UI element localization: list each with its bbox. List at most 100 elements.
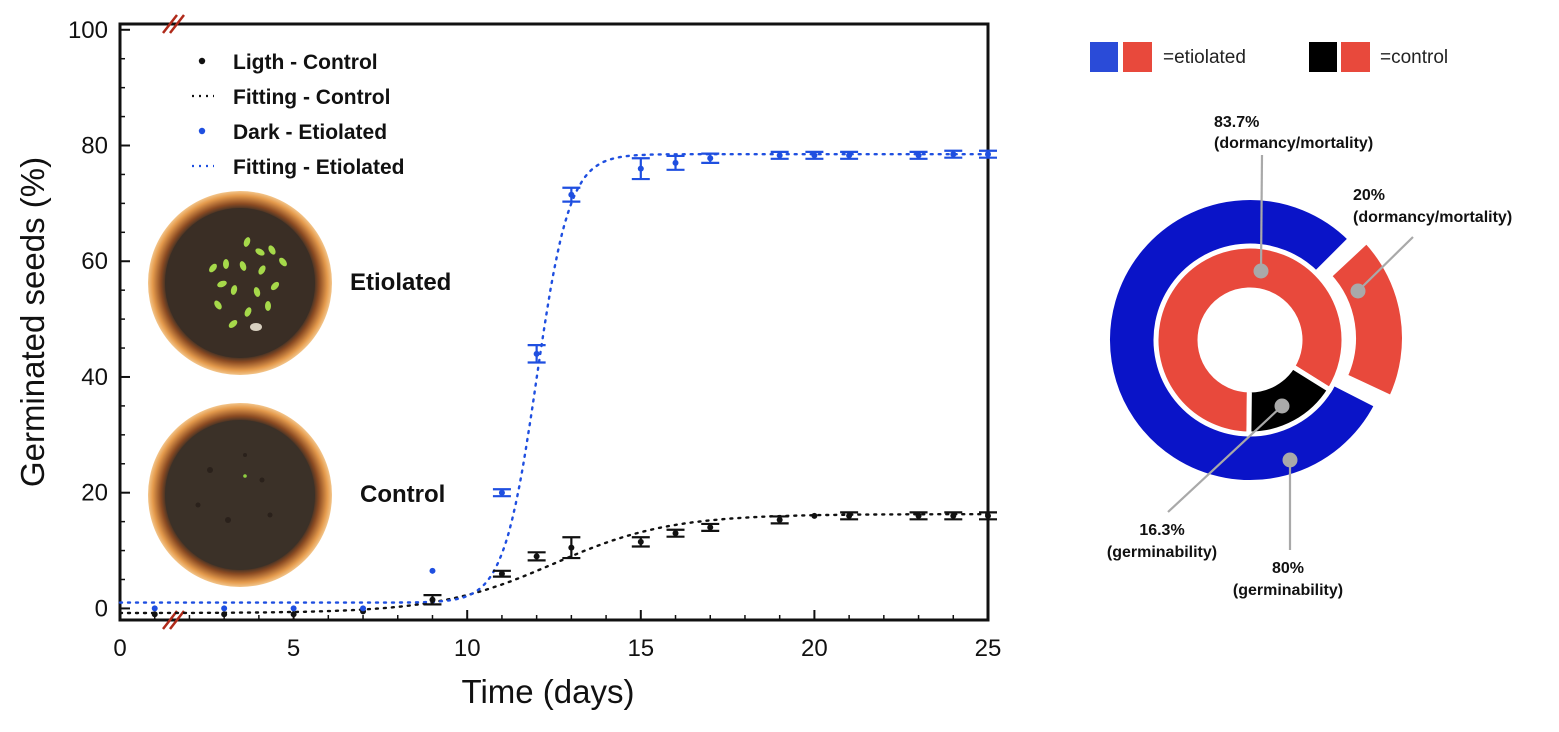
leader-16-3-dot (1274, 398, 1290, 414)
data-point-control (429, 596, 436, 603)
data-points (151, 149, 997, 618)
growth-chart: 0 5 10 15 20 25 0 20 40 60 80 100 Time (days) Germ… (14, 14, 1001, 710)
leader-80-dot (1282, 452, 1298, 468)
data-point-control (568, 544, 575, 551)
donut-legend: =etiolated =control (1090, 42, 1448, 72)
data-point-etiolated (429, 567, 436, 574)
label-20: 20% (dormancy/mortality) (1353, 187, 1512, 226)
data-point-control (290, 611, 297, 618)
legend-swatch-etiolated-blue (1090, 42, 1118, 72)
fit-curve-etiolated (118, 153, 990, 604)
legend-label-fitting-control: Fitting - Control (233, 86, 390, 109)
y-tick-label: 40 (81, 364, 108, 391)
svg-text:(germinability): (germinability) (1107, 544, 1217, 561)
y-axis: 0 20 40 60 80 100 (68, 17, 130, 622)
etiolated-pot-photo (148, 191, 332, 375)
y-tick-label: 100 (68, 17, 108, 44)
leader-20-dot (1350, 283, 1366, 299)
inner-slice-dormancy (1153, 243, 1347, 437)
x-axis: 0 5 10 15 20 25 (113, 610, 1001, 662)
label-80: 80% (germinability) (1233, 560, 1343, 599)
data-point-etiolated (672, 159, 679, 166)
data-point-control (811, 512, 818, 519)
data-point-control (985, 512, 991, 519)
legend-label-etiolated: =etiolated (1163, 47, 1246, 68)
x-axis-title: Time (days) (462, 673, 635, 710)
data-point-control (950, 512, 957, 519)
svg-text:80%: 80% (1272, 560, 1304, 577)
leader-16-3-line (1167, 405, 1283, 513)
chart-legend: Ligth - Control Fitting - Control Dark -… (192, 51, 404, 179)
data-point-control (776, 516, 783, 523)
data-point-etiolated (290, 605, 297, 612)
legend-label-control: =control (1380, 47, 1448, 68)
data-point-etiolated (568, 191, 575, 198)
data-point-control (151, 611, 158, 618)
data-point-etiolated (360, 605, 367, 612)
data-point-control (533, 553, 540, 560)
legend-label-dark-etiolated: Dark - Etiolated (233, 121, 387, 144)
outer-slice-dormancy (1324, 236, 1408, 403)
fit-curves (118, 153, 990, 615)
data-point-control (915, 512, 922, 519)
x-tick-label: 25 (975, 635, 1002, 662)
svg-text:20%: 20% (1353, 187, 1385, 204)
legend-label-fitting-etiolated: Fitting - Etiolated (233, 156, 404, 179)
data-point-control (672, 530, 679, 537)
control-photo-label: Control (360, 481, 445, 508)
legend-marker-dark-etiolated (198, 127, 206, 135)
x-tick-label: 5 (287, 635, 300, 662)
svg-text:(germinability): (germinability) (1233, 582, 1343, 599)
y-tick-label: 80 (81, 133, 108, 160)
leader-83-7-dot (1253, 263, 1269, 279)
leader-lines (1167, 154, 1414, 550)
data-point-etiolated (498, 489, 505, 496)
etiolated-photo-label: Etiolated (350, 269, 451, 296)
plot-frame (118, 22, 990, 622)
y-tick-label: 20 (81, 480, 108, 507)
control-pot-photo (148, 403, 332, 587)
svg-text:83.7%: 83.7% (1214, 114, 1259, 131)
leader-83-7-line (1259, 154, 1264, 272)
legend-swatch-etiolated-red (1123, 42, 1152, 72)
svg-text:16.3%: 16.3% (1139, 522, 1184, 539)
fit-curve-control (118, 513, 990, 615)
label-16-3: 16.3% (germinability) (1107, 522, 1217, 561)
data-point-etiolated (985, 151, 991, 158)
data-point-etiolated (950, 151, 957, 158)
axis-break-top (162, 14, 185, 34)
svg-text:(dormancy/mortality): (dormancy/mortality) (1214, 135, 1373, 152)
y-tick-label: 60 (81, 248, 108, 275)
data-point-etiolated (707, 155, 714, 162)
legend-label-ligth-control: Ligth - Control (233, 51, 378, 74)
y-tick-label: 0 (95, 595, 108, 622)
data-point-etiolated (151, 605, 158, 612)
leader-20-line (1357, 236, 1414, 292)
data-point-etiolated (533, 350, 540, 357)
data-point-etiolated (811, 152, 818, 159)
legend-swatch-control-black (1309, 42, 1337, 72)
axis-break-bottom (162, 610, 185, 630)
donut-rings (1104, 194, 1408, 486)
data-point-etiolated (915, 152, 922, 159)
data-point-etiolated (221, 605, 228, 612)
label-83-7: 83.7% (dormancy/mortality) (1214, 114, 1373, 152)
germination-donut: =etiolated =control 83.7% (dormancy/mort… (1090, 42, 1512, 599)
data-point-control (221, 611, 228, 618)
x-tick-label: 10 (454, 635, 481, 662)
y-axis-title: Germinated seeds (%) (14, 157, 51, 487)
legend-marker-ligth-control (198, 57, 206, 65)
data-point-control (846, 512, 853, 519)
x-tick-label: 20 (801, 635, 828, 662)
data-point-etiolated (637, 165, 644, 172)
data-point-control (498, 570, 505, 577)
data-point-etiolated (846, 152, 853, 159)
data-point-control (707, 524, 714, 531)
data-point-etiolated (776, 152, 783, 159)
svg-text:(dormancy/mortality): (dormancy/mortality) (1353, 209, 1512, 226)
data-point-control (637, 538, 644, 545)
x-tick-label: 15 (627, 635, 654, 662)
x-tick-label: 0 (113, 635, 126, 662)
legend-swatch-control-red (1341, 42, 1370, 72)
